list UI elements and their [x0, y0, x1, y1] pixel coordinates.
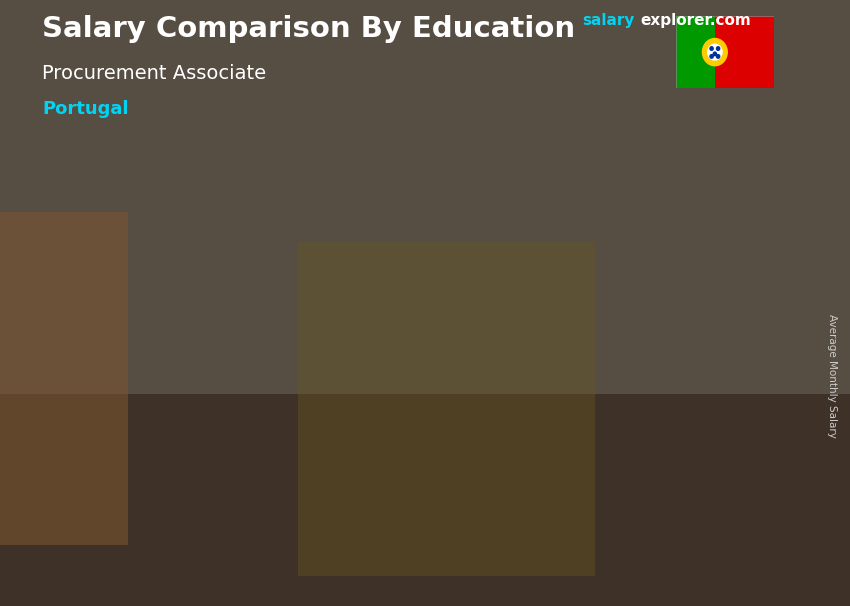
Text: 2,780 EUR: 2,780 EUR — [372, 335, 461, 350]
Bar — [676, 16, 715, 88]
Bar — [0, 212, 128, 545]
Text: salary: salary — [582, 13, 635, 28]
Text: +43%: +43% — [241, 262, 332, 291]
Text: explorer.com: explorer.com — [640, 13, 751, 28]
Circle shape — [708, 44, 722, 60]
Bar — [715, 16, 774, 88]
Text: 3,840 EUR: 3,840 EUR — [609, 268, 696, 284]
Text: 1,950 EUR: 1,950 EUR — [137, 387, 224, 402]
Circle shape — [710, 55, 713, 58]
Circle shape — [717, 47, 720, 50]
FancyArrowPatch shape — [183, 328, 412, 402]
FancyBboxPatch shape — [595, 301, 694, 533]
Polygon shape — [458, 356, 474, 533]
Polygon shape — [595, 290, 711, 301]
Text: Salary Comparison By Education: Salary Comparison By Education — [42, 15, 575, 43]
Bar — [0, 0, 850, 394]
Polygon shape — [122, 408, 238, 415]
FancyBboxPatch shape — [359, 365, 458, 533]
Polygon shape — [359, 356, 474, 365]
FancyBboxPatch shape — [122, 415, 222, 533]
Bar — [298, 242, 595, 576]
Bar — [122, 415, 134, 533]
Text: Procurement Associate: Procurement Associate — [42, 64, 267, 82]
Polygon shape — [222, 408, 238, 533]
Bar — [595, 301, 607, 533]
Polygon shape — [694, 290, 711, 533]
Circle shape — [710, 47, 713, 50]
Text: Portugal: Portugal — [42, 100, 129, 118]
Circle shape — [713, 52, 717, 56]
Text: Average Monthly Salary: Average Monthly Salary — [827, 314, 837, 438]
Circle shape — [702, 39, 728, 65]
Bar — [0, 394, 850, 606]
Text: +38%: +38% — [478, 198, 568, 227]
Bar — [359, 365, 371, 533]
Circle shape — [717, 55, 720, 58]
FancyArrowPatch shape — [418, 267, 648, 350]
